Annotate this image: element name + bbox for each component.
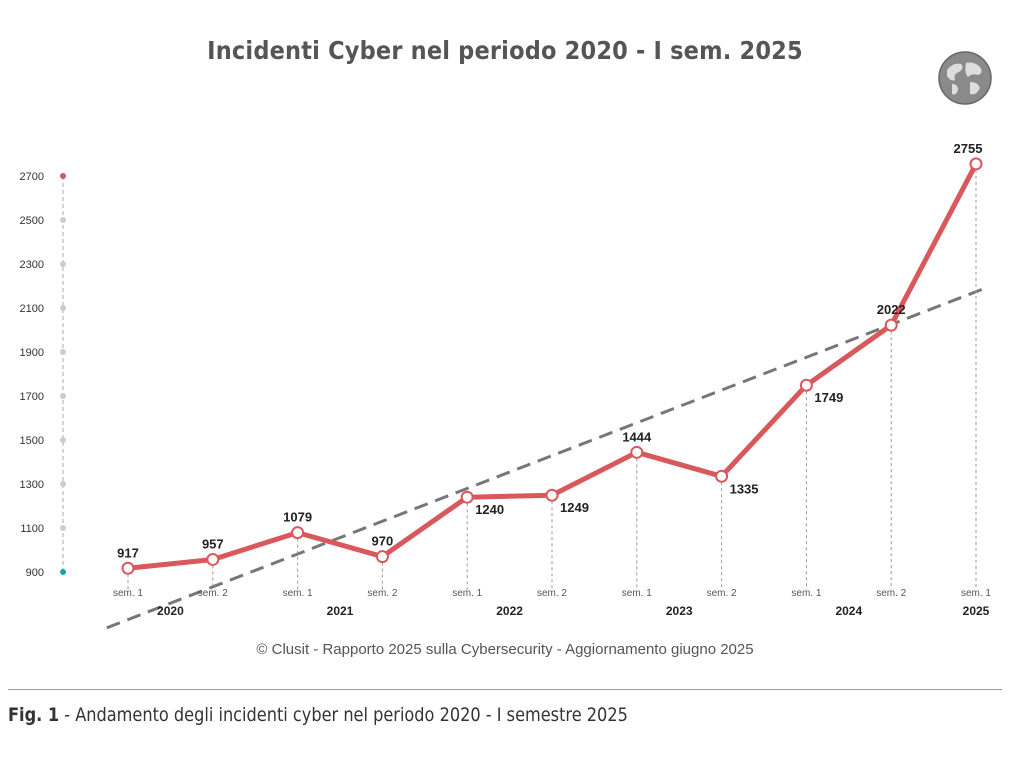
data-label: 1240 xyxy=(475,502,504,517)
year-label: 2020 xyxy=(157,604,184,618)
data-label: 1079 xyxy=(283,510,312,525)
y-tick-marker xyxy=(60,437,66,443)
x-tick-label: sem. 2 xyxy=(876,588,906,599)
data-label: 970 xyxy=(372,534,394,549)
y-tick-marker xyxy=(60,569,66,575)
y-tick-marker xyxy=(60,393,66,399)
data-point xyxy=(545,488,559,502)
x-tick-label: sem. 2 xyxy=(367,588,397,599)
divider xyxy=(8,689,1002,690)
line-chart: 900110013001500170019002100230025002700 … xyxy=(20,51,992,630)
y-tick-marker xyxy=(60,525,66,531)
copyright-credit: © Clusit - Rapporto 2025 sulla Cybersecu… xyxy=(256,641,754,658)
data-point xyxy=(206,552,220,566)
data-label: 1249 xyxy=(560,500,589,515)
data-point xyxy=(630,445,644,459)
year-label: 2025 xyxy=(963,604,990,618)
data-label: 1335 xyxy=(730,481,759,496)
year-label: 2023 xyxy=(666,604,693,618)
figure-caption-text: - Andamento degli incidenti cyber nel pe… xyxy=(59,704,628,726)
y-tick-marker xyxy=(60,261,66,267)
x-tick-label: sem. 1 xyxy=(622,588,652,599)
globe-icon xyxy=(938,51,992,105)
x-tick-label: sem. 2 xyxy=(198,588,228,599)
data-label: 1749 xyxy=(814,390,843,405)
data-point xyxy=(121,561,135,575)
figure-caption: Fig. 1 - Andamento degli incidenti cyber… xyxy=(8,704,628,726)
data-label: 917 xyxy=(117,545,139,560)
data-label: 1444 xyxy=(622,429,652,444)
x-tick-label: sem. 1 xyxy=(452,588,482,599)
y-tick-marker xyxy=(60,481,66,487)
x-tick-label: sem. 1 xyxy=(961,588,991,599)
data-point xyxy=(291,526,305,540)
data-label: 2755 xyxy=(954,141,983,156)
data-point xyxy=(460,490,474,504)
y-tick-label: 1100 xyxy=(20,523,44,535)
trend-line xyxy=(106,287,986,630)
data-label: 2022 xyxy=(877,302,906,317)
y-tick-label: 2100 xyxy=(20,303,44,315)
x-tick-label: sem. 1 xyxy=(791,588,821,599)
y-tick-marker xyxy=(60,305,66,311)
x-tick-label: sem. 1 xyxy=(113,588,143,599)
year-label: 2022 xyxy=(496,604,523,618)
y-tick-marker xyxy=(60,349,66,355)
y-tick-label: 2500 xyxy=(20,215,44,227)
y-tick-label: 1300 xyxy=(20,479,44,491)
year-label: 2024 xyxy=(835,604,862,618)
figure-label: Fig. 1 xyxy=(8,704,60,726)
x-tick-label: sem. 2 xyxy=(707,588,737,599)
data-point xyxy=(375,550,389,564)
y-tick-label: 2300 xyxy=(20,259,44,271)
data-point xyxy=(715,469,729,483)
data-point xyxy=(969,157,983,171)
y-tick-label: 900 xyxy=(26,567,44,579)
y-tick-label: 1700 xyxy=(20,391,44,403)
y-tick-marker xyxy=(60,173,66,179)
x-tick-label: sem. 1 xyxy=(283,588,313,599)
chart-title: Incidenti Cyber nel periodo 2020 - I sem… xyxy=(207,36,803,65)
y-tick-marker xyxy=(60,217,66,223)
data-point xyxy=(884,318,898,332)
y-tick-label: 1900 xyxy=(20,347,44,359)
year-label: 2021 xyxy=(327,604,354,618)
data-point xyxy=(799,378,813,392)
data-label: 957 xyxy=(202,536,224,551)
y-tick-label: 1500 xyxy=(20,435,44,447)
x-tick-label: sem. 2 xyxy=(537,588,567,599)
y-tick-label: 2700 xyxy=(20,171,44,183)
